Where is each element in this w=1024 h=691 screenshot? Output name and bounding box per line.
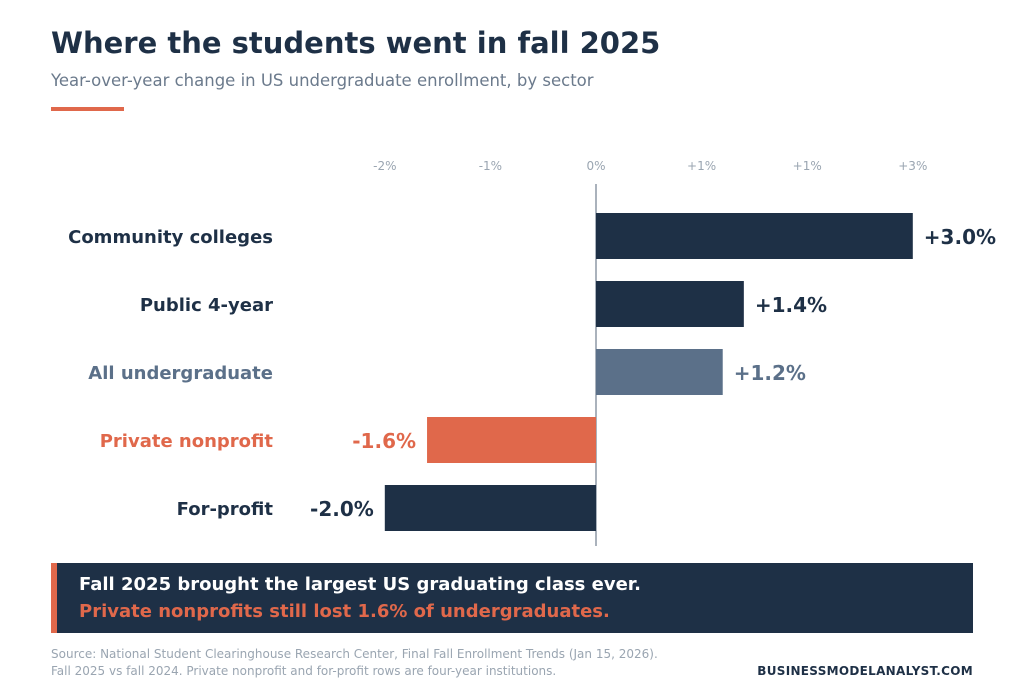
brand-label: BUSINESSMODELANALYST.COM [757,664,973,678]
bar [596,349,723,395]
tick-label: +3% [898,159,927,173]
source-line-2: Fall 2025 vs fall 2024. Private nonprofi… [51,664,557,678]
accent-rule [51,107,124,111]
callout-headline: Fall 2025 brought the largest US graduat… [79,574,641,595]
bar [596,213,913,259]
chart-subtitle: Year-over-year change in US undergraduat… [51,71,594,90]
source-note: Source: National Student Clearinghouse R… [51,646,658,680]
source-line-1: Source: National Student Clearinghouse R… [51,647,658,661]
chart-title: Where the students went in fall 2025 [51,26,661,60]
bar [596,281,744,327]
bar [384,485,596,531]
tick-label: -1% [479,159,502,173]
category-label: Public 4-year [140,295,273,316]
value-label: +1.4% [755,293,827,317]
value-label: -2.0% [310,497,374,521]
tick-label: -2% [373,159,396,173]
enrollment-bar-chart: -2% -1% 0% +1% +1% +3% Community colleges +3.0%… [68,159,996,546]
category-label: For-profit [177,499,274,520]
tick-label: 0% [586,159,605,173]
callout-highlight: Private nonprofits still lost 1.6% of un… [79,601,610,622]
tick-label: +1% [793,159,822,173]
bar [427,417,596,463]
value-label: +3.0% [924,225,996,249]
value-label: +1.2% [734,361,806,385]
tick-label: +1% [687,159,716,173]
category-label: All undergraduate [88,363,273,384]
category-label: Community colleges [68,227,273,248]
callout-accent-bar [51,563,57,633]
callout-box: Fall 2025 brought the largest US graduat… [51,563,973,633]
value-label: -1.6% [352,429,416,453]
category-label: Private nonprofit [100,431,274,452]
